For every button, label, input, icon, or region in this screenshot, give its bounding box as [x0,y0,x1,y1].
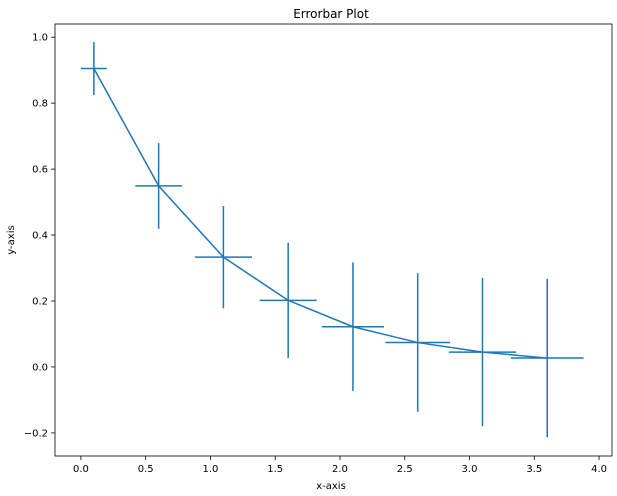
y-tick-label: 0.4 [32,231,48,242]
y-tick-label: −0.2 [24,428,48,439]
y-tick-label: 0.8 [32,99,48,110]
plot-frame [54,23,613,457]
y-axis-label: y-axis [6,225,17,254]
y-tick-label: 0.0 [32,362,48,373]
y-axis: −0.2 0.0 0.2 0.4 0.6 0.8 1.0 [24,33,55,439]
y-tick-label: 0.6 [32,165,48,176]
x-tick-label: 1.0 [202,464,218,475]
x-tick-label: 2.0 [332,464,348,475]
x-tick-label: 2.5 [397,464,413,475]
y-tick-label: 0.2 [32,297,48,308]
y-tick-label: 1.0 [32,33,48,44]
x-tick-label: 0.5 [138,464,154,475]
series-layer [80,42,584,438]
series-line [93,68,548,359]
x-tick-label: 3.5 [526,464,542,475]
x-tick-label: 4.0 [591,464,607,475]
x-axis-label: x-axis [316,481,346,492]
x-tick-label: 0.0 [73,464,89,475]
x-axis: 0.0 0.5 1.0 1.5 2.0 2.5 3.0 3.5 4.0 [73,456,607,475]
chart-title: Errorbar Plot [293,7,369,21]
x-tick-label: 1.5 [267,464,283,475]
x-tick-label: 3.0 [462,464,478,475]
